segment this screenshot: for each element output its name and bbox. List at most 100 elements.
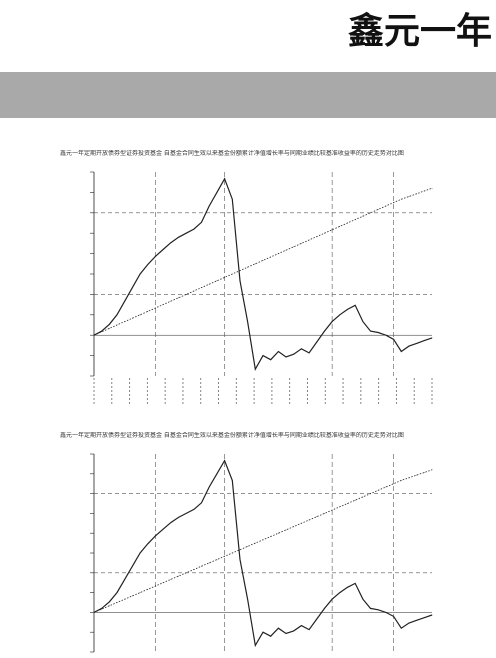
data-point xyxy=(362,598,364,600)
data-point xyxy=(362,321,364,322)
data-point xyxy=(224,178,226,180)
data-point xyxy=(109,328,110,329)
data-point xyxy=(178,297,179,299)
data-point xyxy=(270,359,272,361)
data-point xyxy=(416,619,417,621)
data-point xyxy=(124,300,126,302)
data-point xyxy=(247,266,249,268)
data-point xyxy=(293,353,295,355)
data-point xyxy=(347,586,348,588)
data-point xyxy=(362,496,364,498)
data-point xyxy=(285,249,287,251)
data-point xyxy=(231,198,233,200)
data-point xyxy=(132,595,133,597)
data-point xyxy=(254,368,256,370)
data-point xyxy=(201,287,202,288)
data-point xyxy=(224,277,226,278)
data-point xyxy=(316,236,318,237)
data-point xyxy=(308,239,310,241)
data-point xyxy=(201,565,202,567)
data-point xyxy=(101,330,103,332)
data-point xyxy=(254,263,256,265)
data-point xyxy=(170,242,172,244)
data-point xyxy=(162,528,164,530)
data-point xyxy=(178,575,179,577)
data-point xyxy=(231,480,233,481)
page-title: 鑫元一年 xyxy=(347,11,492,52)
data-point xyxy=(116,592,118,593)
data-point xyxy=(224,555,226,557)
data-point xyxy=(124,598,126,600)
data-point xyxy=(347,503,348,504)
data-point xyxy=(423,340,425,341)
data-point xyxy=(331,321,333,322)
data-point xyxy=(139,314,141,316)
data-point xyxy=(331,229,333,231)
data-point xyxy=(216,280,218,282)
data-point xyxy=(431,614,433,616)
data-point xyxy=(116,314,118,316)
data-point xyxy=(423,617,425,619)
data-point xyxy=(362,215,364,217)
data-point xyxy=(224,460,226,461)
data-point xyxy=(124,321,126,322)
data-point xyxy=(254,542,256,544)
data-point xyxy=(208,486,210,488)
data-point xyxy=(139,273,141,275)
data-point xyxy=(308,519,310,521)
data-point xyxy=(278,627,279,629)
data-point xyxy=(301,625,302,626)
data-point xyxy=(400,351,402,352)
data-point xyxy=(185,513,187,514)
data-point xyxy=(324,232,325,234)
data-point xyxy=(216,559,218,560)
data-point xyxy=(339,592,341,593)
data-point xyxy=(162,249,164,250)
data-point xyxy=(293,630,295,632)
data-point xyxy=(293,246,295,248)
data-point xyxy=(408,622,410,624)
data-point xyxy=(155,535,156,537)
data-point xyxy=(124,579,126,580)
data-point xyxy=(132,317,133,319)
data-point xyxy=(347,309,348,310)
data-point xyxy=(431,469,433,471)
line-chart-plot xyxy=(90,453,433,653)
data-point xyxy=(301,348,302,350)
data-point xyxy=(423,190,425,192)
data-point xyxy=(155,585,156,587)
data-point xyxy=(109,605,110,607)
data-point xyxy=(385,205,387,207)
data-point xyxy=(193,569,195,570)
data-point xyxy=(285,529,287,531)
data-point xyxy=(278,532,279,534)
data-point xyxy=(400,480,402,481)
data-point xyxy=(393,616,394,617)
data-point xyxy=(170,300,172,302)
data-point xyxy=(262,260,264,261)
data-point xyxy=(231,273,233,275)
data-point xyxy=(185,572,187,574)
data-point xyxy=(339,506,341,508)
data-point xyxy=(93,334,95,336)
line-chart-plot xyxy=(90,171,433,406)
data-point xyxy=(193,509,195,510)
data-point xyxy=(239,549,241,551)
data-point xyxy=(285,633,287,634)
data-point xyxy=(270,536,272,537)
data-point xyxy=(416,474,417,476)
data-point xyxy=(262,355,264,356)
data-point xyxy=(208,283,210,285)
data-point xyxy=(324,330,325,332)
data-point xyxy=(408,196,410,197)
data-point xyxy=(324,513,325,514)
data-point xyxy=(147,311,149,312)
data-point xyxy=(385,334,387,336)
data-point xyxy=(193,290,195,292)
data-point xyxy=(178,236,179,238)
data-point xyxy=(116,602,118,603)
data-point xyxy=(301,522,302,524)
data-point xyxy=(239,280,241,282)
data-point xyxy=(324,608,325,609)
data-point xyxy=(216,192,218,193)
